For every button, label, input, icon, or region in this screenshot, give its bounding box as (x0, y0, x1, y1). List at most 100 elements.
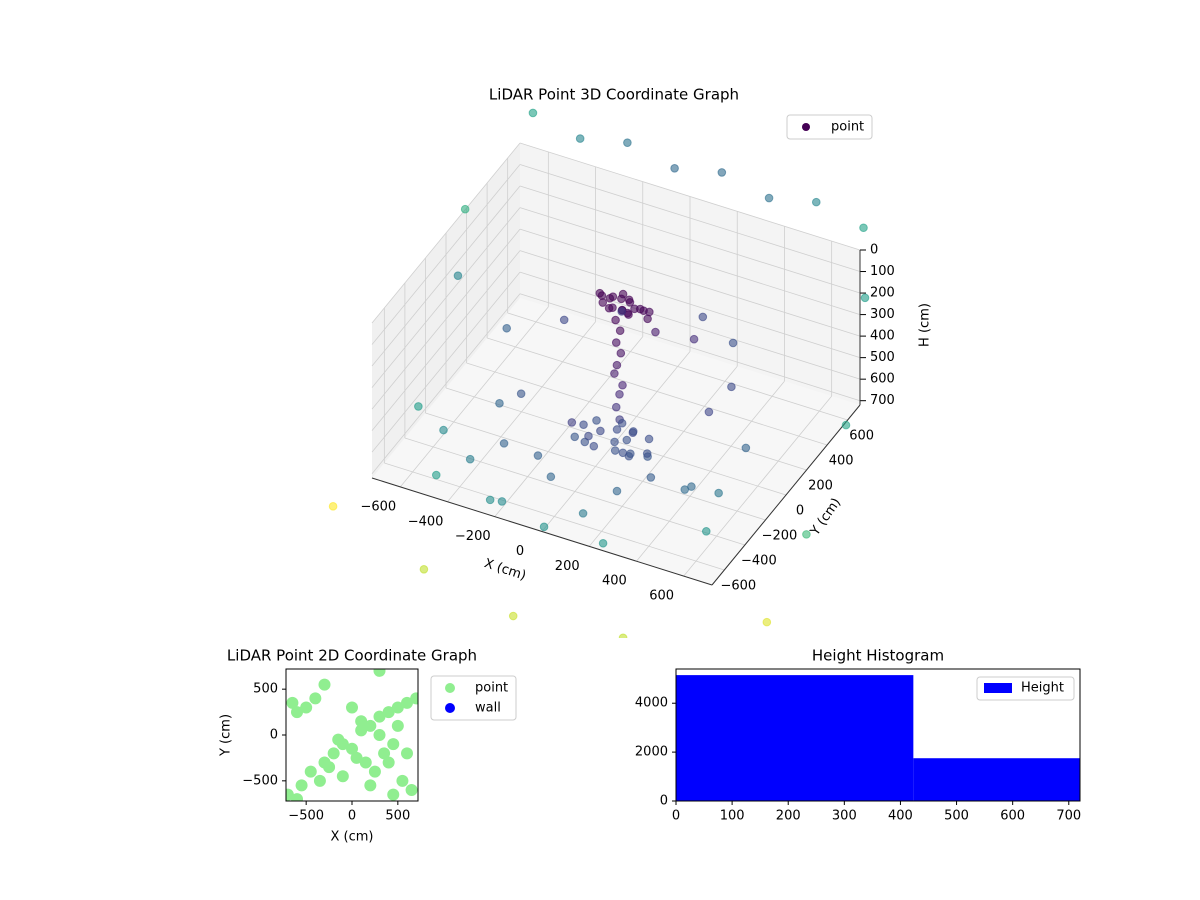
legend-label: point (475, 681, 508, 696)
point (359, 756, 372, 769)
point (841, 420, 851, 430)
grid-line (371, 250, 521, 431)
point (528, 108, 538, 118)
x-tick-label: 100 (720, 809, 745, 824)
point (687, 482, 696, 491)
z-tick-label: 700 (870, 393, 895, 408)
plot-frame (675, 668, 1081, 802)
point (391, 719, 404, 732)
point (508, 611, 518, 621)
point (589, 441, 599, 451)
point (497, 497, 507, 506)
point (382, 706, 395, 719)
grid-line (519, 271, 861, 380)
grid-line (519, 142, 861, 251)
legend-label: point (831, 120, 864, 135)
z-tick-label: 600 (870, 372, 895, 387)
point (575, 134, 585, 143)
point (373, 669, 386, 677)
point (516, 389, 526, 398)
point (611, 315, 620, 325)
point (618, 380, 627, 390)
point (698, 312, 708, 322)
x-tick-label: 300 (832, 809, 857, 824)
point (485, 495, 495, 505)
point (405, 784, 418, 796)
point (396, 774, 409, 787)
point (610, 437, 619, 447)
point (612, 486, 622, 496)
point (304, 765, 317, 778)
point (764, 193, 774, 203)
point (624, 310, 633, 319)
point (714, 488, 723, 498)
point (499, 439, 509, 448)
point (350, 751, 363, 764)
point (368, 765, 381, 778)
x-axis-label: X (cm) (331, 830, 374, 845)
point (539, 522, 549, 532)
legend-marker (445, 703, 455, 713)
point (623, 138, 632, 147)
point (626, 449, 635, 459)
x-tick-label: −500 (288, 809, 324, 824)
x-tick-label: 200 (555, 559, 580, 574)
z-tick-label: 100 (870, 264, 895, 279)
x-tick-label: −600 (360, 499, 396, 514)
point (318, 678, 331, 691)
x-tick-label: 500 (385, 809, 410, 824)
grid-line (519, 207, 861, 315)
legend-marker (802, 123, 810, 131)
point (570, 432, 580, 442)
point (401, 696, 413, 709)
grid-line (425, 412, 766, 521)
grid-line (371, 228, 521, 410)
grid-line (519, 185, 861, 294)
grid-line (404, 437, 746, 546)
grid-line (486, 337, 828, 446)
point (373, 729, 386, 741)
grid-line (519, 293, 861, 402)
point (346, 742, 358, 755)
point (651, 327, 660, 337)
y-axis-label: Y (cm) (219, 714, 234, 757)
x-tick-label: 400 (888, 809, 913, 824)
grid-line (371, 142, 521, 324)
point (670, 164, 679, 173)
legend-marker (445, 683, 455, 693)
point (391, 701, 404, 714)
point (327, 747, 340, 760)
point (546, 472, 556, 482)
z-tick-label: 400 (870, 329, 895, 344)
point (410, 692, 418, 705)
grid-line (519, 250, 861, 359)
point (414, 402, 423, 411)
grid-line (384, 462, 725, 571)
point (617, 307, 626, 316)
point (625, 298, 635, 307)
x-tick-label: 200 (776, 809, 801, 824)
point (295, 779, 308, 792)
point (618, 448, 628, 458)
bar (913, 758, 1080, 801)
grid-line (371, 164, 521, 345)
point (439, 425, 448, 435)
y-tick-label: 4000 (635, 696, 668, 711)
point (717, 168, 727, 177)
point (615, 326, 625, 335)
point (661, 644, 669, 652)
point (465, 454, 475, 464)
point (617, 418, 627, 428)
x-tick-label: 0 (348, 809, 356, 824)
x-tick-label: 600 (1000, 809, 1025, 824)
point (323, 761, 336, 774)
grid-line (371, 293, 521, 474)
point (419, 564, 429, 574)
z-tick-label: 300 (870, 307, 895, 322)
point (645, 307, 654, 317)
z-axis-label: H (cm) (918, 303, 933, 347)
point (628, 427, 638, 436)
grid-line (371, 185, 521, 367)
point (860, 293, 870, 303)
